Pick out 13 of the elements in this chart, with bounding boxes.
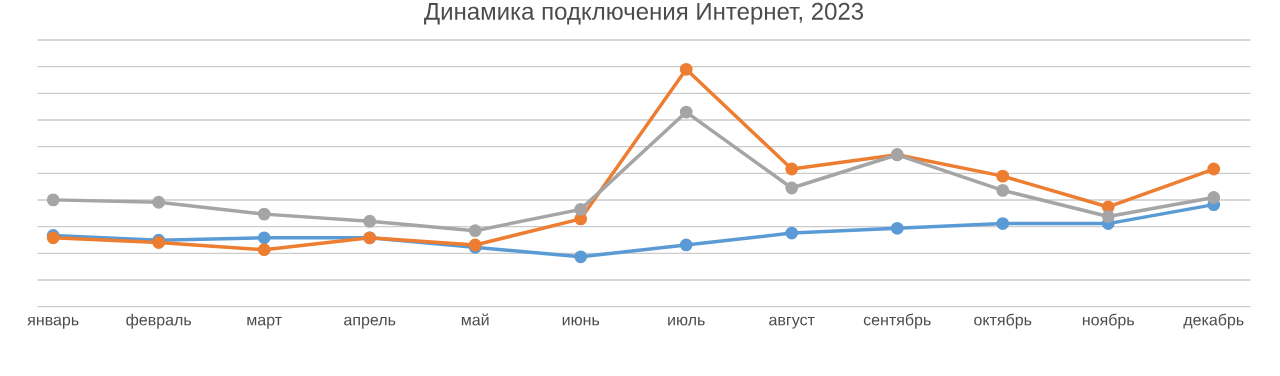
x-tick-label: ноябрь	[1082, 313, 1134, 329]
x-tick-label: декабрь	[1183, 313, 1244, 329]
x-tick-label: апрель	[344, 316, 396, 329]
x-tick-label: июнь	[562, 316, 600, 326]
x-tick-label: февраль	[126, 313, 192, 329]
x-tick-label: январь	[27, 316, 79, 329]
x-tick-label: август	[769, 316, 815, 329]
x-tick-label: июль	[668, 316, 705, 326]
chart-title: Динамика подключения Интернет, 2023	[424, 2, 864, 25]
x-tick-label: март	[247, 316, 282, 329]
x-tick-label: май	[461, 313, 489, 326]
x-tick-label: октябрь	[974, 313, 1032, 329]
x-tick-label: сентябрь	[863, 313, 931, 329]
